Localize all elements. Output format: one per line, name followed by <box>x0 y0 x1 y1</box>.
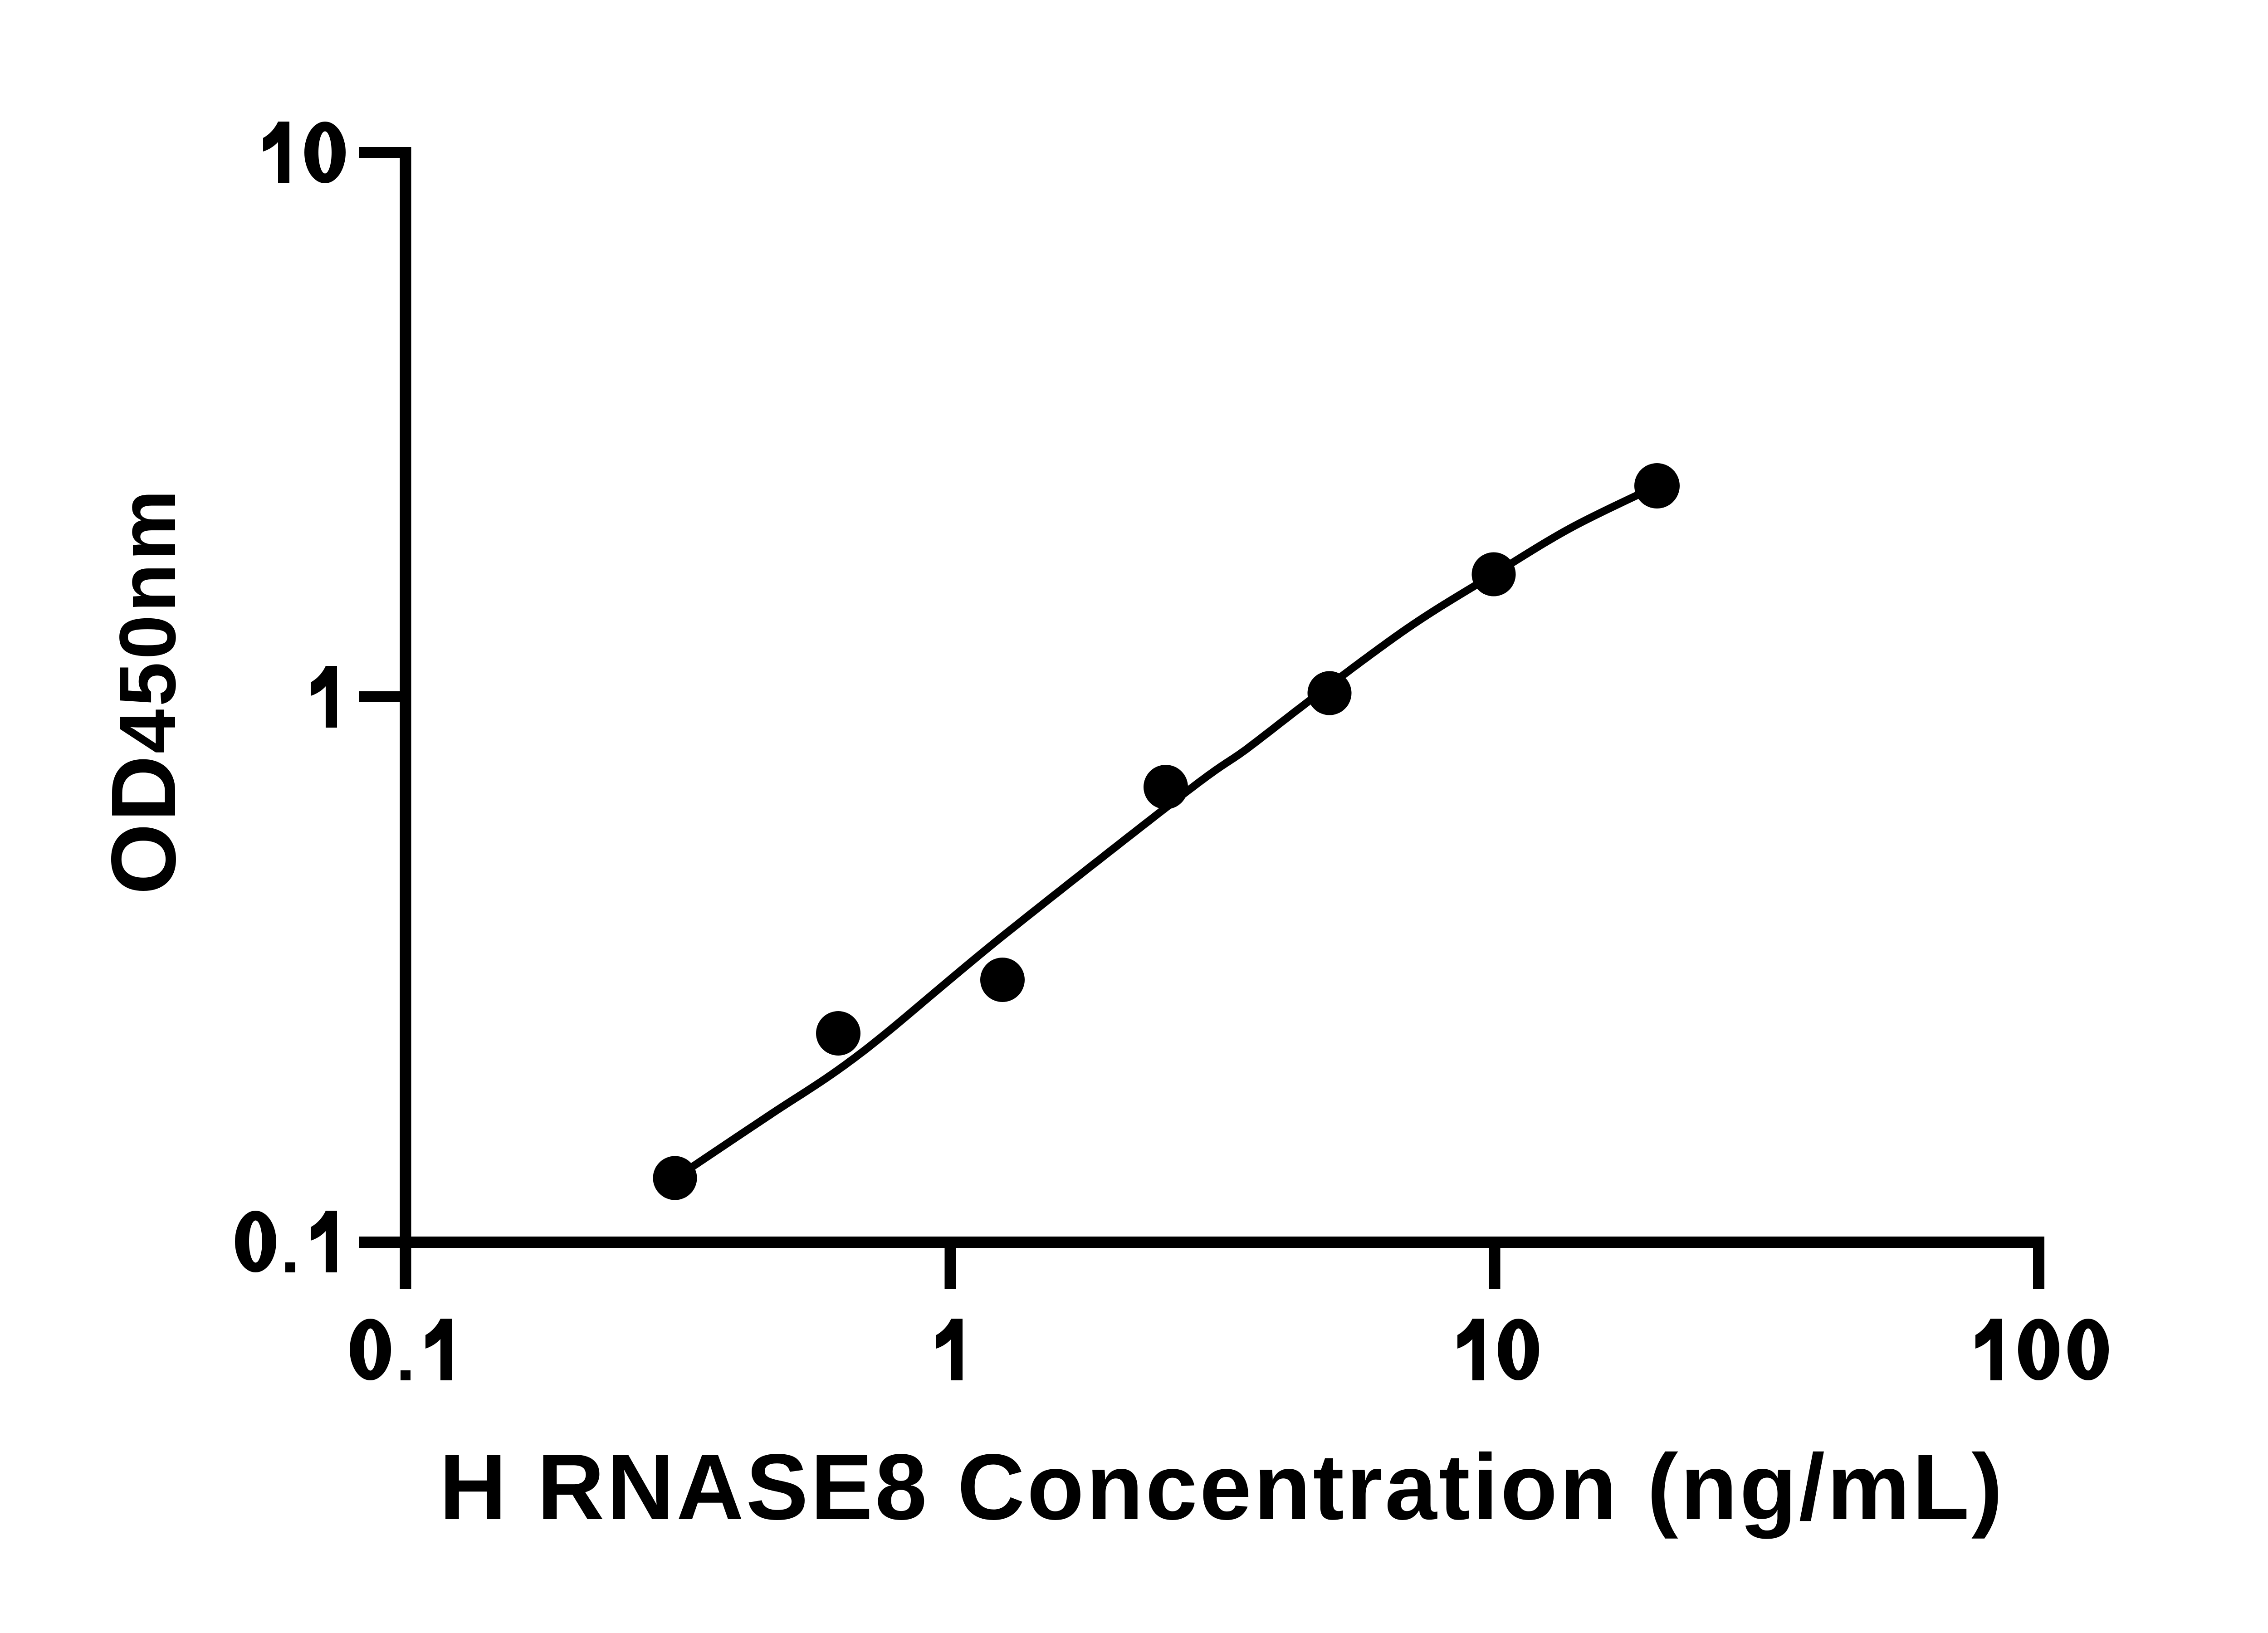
svg-text:H RNASE8 Concentration (ng/mL): H RNASE8 Concentration (ng/mL) <box>439 1435 2004 1539</box>
svg-text:OD450nm: OD450nm <box>92 487 195 895</box>
